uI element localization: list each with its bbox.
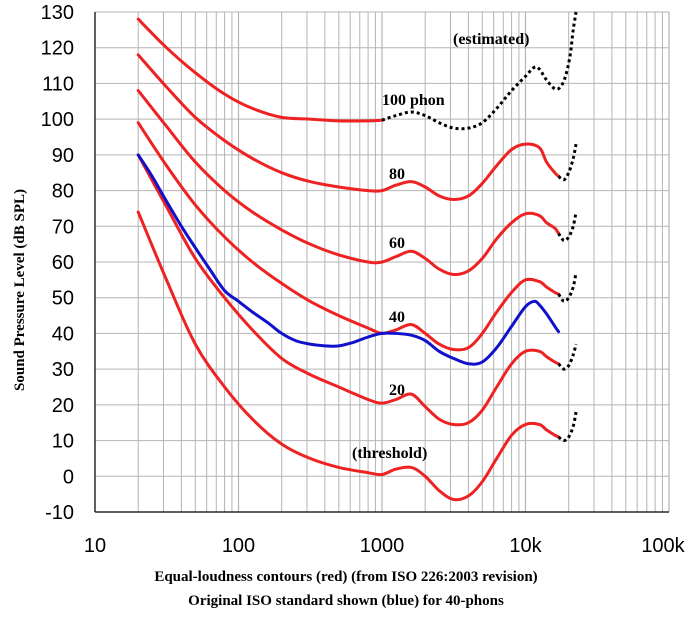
series-40-phon-line bbox=[136, 121, 561, 352]
x-tick-label: 1000 bbox=[360, 535, 405, 557]
series-20-phon-line bbox=[136, 153, 561, 427]
annotation-60-phon: 60 bbox=[389, 235, 405, 252]
y-tick-label: 30 bbox=[52, 359, 74, 381]
annotation-80-phon: 80 bbox=[389, 166, 405, 183]
y-tick-label: 120 bbox=[41, 38, 74, 60]
series-40-phon-original-iso-line bbox=[136, 153, 561, 366]
series-80-phon-estimated-line bbox=[557, 143, 578, 182]
y-tick-label: 70 bbox=[52, 216, 74, 238]
caption-line-1: Equal-loudness contours (red) (from ISO … bbox=[154, 569, 538, 585]
series-60-phon-estimated-line bbox=[557, 211, 578, 243]
x-tick-label: 10 bbox=[84, 535, 106, 557]
x-tick-label: 10k bbox=[509, 535, 542, 557]
y-tick-label: 10 bbox=[52, 431, 74, 453]
x-tick-label: 100 bbox=[222, 535, 255, 557]
caption-line-2: Original ISO standard shown (blue) for 4… bbox=[188, 593, 504, 609]
annotation-estimated: (estimated) bbox=[453, 31, 529, 48]
x-tick-label: 100k bbox=[641, 535, 685, 557]
annotation-20-phon: 20 bbox=[389, 382, 405, 399]
series-20-phon-estimated-line bbox=[557, 343, 578, 371]
y-tick-label: 60 bbox=[52, 252, 74, 274]
y-tick-label: 50 bbox=[52, 288, 74, 310]
series-threshold-estimated-line bbox=[557, 411, 578, 443]
series-40-phon-estimated-line bbox=[557, 272, 578, 303]
annotations: (estimated) 100 phon 80 60 40 20 (thresh… bbox=[352, 31, 529, 462]
y-tick-label: 20 bbox=[52, 395, 74, 417]
series-80-phon-line bbox=[136, 53, 561, 201]
y-tick-label: 130 bbox=[41, 2, 74, 24]
series-lines bbox=[136, 11, 578, 502]
y-tick-label: 40 bbox=[52, 323, 74, 345]
y-tick-label: 100 bbox=[41, 109, 74, 131]
annotation-100-phon: 100 phon bbox=[382, 92, 445, 109]
axes bbox=[94, 12, 669, 513]
y-axis-label: Sound Pressure Level (dB SPL) bbox=[12, 189, 28, 391]
annotation-40-phon: 40 bbox=[389, 309, 405, 326]
series-100-phon-estimated-line bbox=[381, 11, 578, 131]
y-tick-label: 90 bbox=[52, 145, 74, 167]
y-tick-label: 110 bbox=[42, 73, 74, 95]
y-tick-labels: -10 0 10 20 30 40 50 60 70 80 90 100 110 120 130 bbox=[41, 2, 74, 524]
x-tick-labels: 10 100 1000 10k 100k bbox=[84, 535, 686, 557]
y-tick-label: 80 bbox=[52, 181, 74, 203]
y-tick-label: -10 bbox=[45, 502, 74, 524]
y-tick-label: 0 bbox=[63, 466, 74, 488]
annotation-threshold: (threshold) bbox=[352, 445, 427, 462]
series-threshold-line bbox=[136, 210, 561, 502]
series-100-phon-line bbox=[136, 17, 384, 123]
series-60-phon-line bbox=[136, 89, 561, 277]
